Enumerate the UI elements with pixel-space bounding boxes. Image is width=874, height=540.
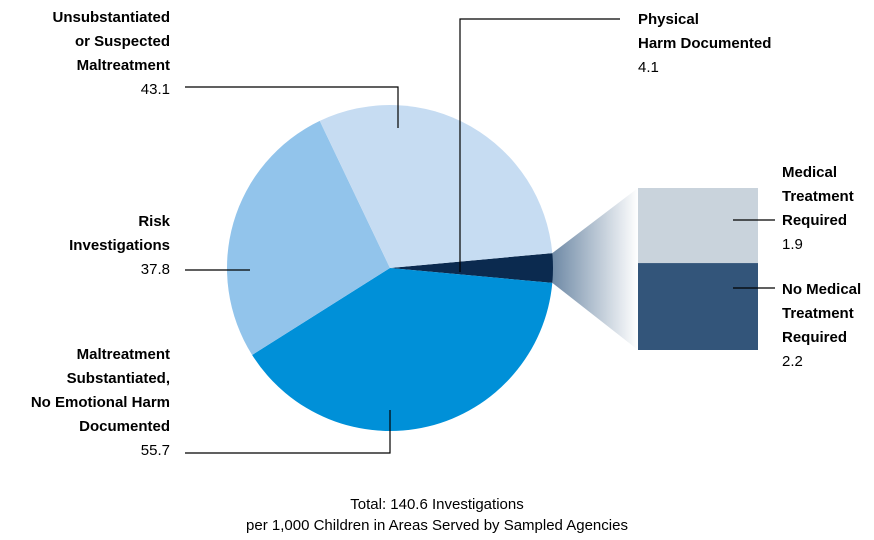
note: Total: 140.6 Investigations xyxy=(350,496,523,513)
value-label: 55.7 xyxy=(141,442,170,459)
pie-slice xyxy=(252,268,553,431)
slice-label: or Suspected xyxy=(75,33,170,50)
slice-label: Documented xyxy=(79,418,170,435)
value-label: 4.1 xyxy=(638,59,659,76)
slice-label: Maltreatment xyxy=(77,57,170,74)
slice-label: Treatment xyxy=(782,188,854,205)
note: per 1,000 Children in Areas Served by Sa… xyxy=(246,517,628,534)
slice-label: Unsubstantiated xyxy=(52,9,170,26)
slice-label: Physical xyxy=(638,11,699,28)
slice-label: Risk xyxy=(138,213,170,230)
slice-label: Required xyxy=(782,212,847,229)
value-label: 2.2 xyxy=(782,353,803,370)
slice-label: Medical xyxy=(782,164,837,181)
leader-line xyxy=(459,18,620,272)
bar-segment xyxy=(638,188,758,264)
slice-label: Harm Documented xyxy=(638,35,771,52)
leader-line xyxy=(185,410,391,454)
slice-label: No Emotional Harm xyxy=(31,394,170,411)
slice-label: Investigations xyxy=(69,237,170,254)
pie-slice xyxy=(226,120,390,355)
leader-line xyxy=(185,86,399,128)
pie-slice xyxy=(390,253,553,283)
slice-label: Maltreatment xyxy=(77,346,170,363)
connector xyxy=(552,188,638,350)
slice-label: Required xyxy=(782,329,847,346)
value-label: 37.8 xyxy=(141,261,170,278)
slice-label: Treatment xyxy=(782,305,854,322)
bar-segment xyxy=(638,263,758,350)
slice-label: No Medical xyxy=(782,281,861,298)
value-label: 43.1 xyxy=(141,81,170,98)
slice-label: Substantiated, xyxy=(67,370,170,387)
pie-slice xyxy=(319,105,553,269)
value-label: 1.9 xyxy=(782,236,803,253)
